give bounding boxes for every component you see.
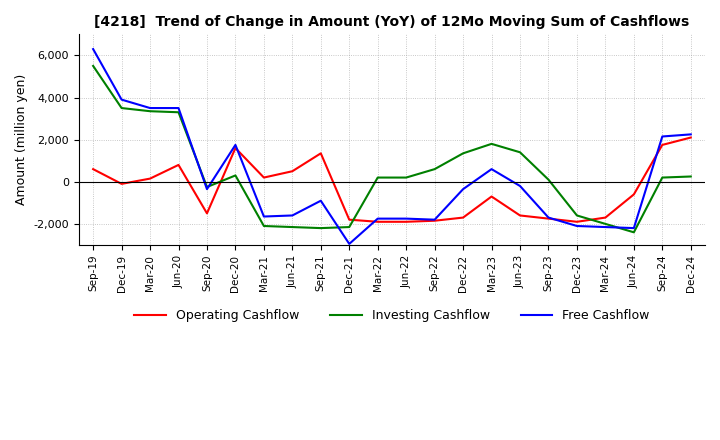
- Investing Cashflow: [117, 106, 126, 111]
- Free Cashflow: [345, 241, 354, 246]
- Investing Cashflow: [572, 213, 581, 218]
- Investing Cashflow: [260, 224, 269, 229]
- Investing Cashflow: [629, 230, 638, 235]
- Investing Cashflow: [145, 109, 154, 114]
- Free Cashflow: [260, 214, 269, 219]
- Investing Cashflow: [288, 224, 297, 230]
- Free Cashflow: [572, 224, 581, 229]
- Free Cashflow: [288, 213, 297, 218]
- Investing Cashflow: [202, 184, 211, 190]
- Investing Cashflow: [174, 110, 183, 115]
- Operating Cashflow: [572, 219, 581, 224]
- Operating Cashflow: [345, 217, 354, 222]
- Operating Cashflow: [231, 146, 240, 151]
- Free Cashflow: [516, 183, 524, 189]
- Free Cashflow: [629, 225, 638, 231]
- Operating Cashflow: [117, 181, 126, 187]
- Operating Cashflow: [374, 219, 382, 224]
- Investing Cashflow: [89, 63, 97, 69]
- Free Cashflow: [686, 132, 695, 137]
- Free Cashflow: [402, 216, 410, 221]
- Free Cashflow: [145, 106, 154, 111]
- Investing Cashflow: [516, 150, 524, 155]
- Operating Cashflow: [202, 211, 211, 216]
- Operating Cashflow: [516, 213, 524, 218]
- Free Cashflow: [658, 134, 667, 139]
- Free Cashflow: [544, 215, 553, 220]
- Investing Cashflow: [431, 166, 439, 172]
- Operating Cashflow: [260, 175, 269, 180]
- Free Cashflow: [202, 187, 211, 192]
- Operating Cashflow: [686, 135, 695, 140]
- Y-axis label: Amount (million yen): Amount (million yen): [15, 74, 28, 205]
- Operating Cashflow: [174, 162, 183, 168]
- Operating Cashflow: [487, 194, 496, 199]
- Free Cashflow: [117, 97, 126, 102]
- Investing Cashflow: [345, 224, 354, 230]
- Free Cashflow: [459, 187, 467, 192]
- Operating Cashflow: [145, 176, 154, 181]
- Investing Cashflow: [686, 174, 695, 179]
- Line: Free Cashflow: Free Cashflow: [93, 49, 690, 244]
- Investing Cashflow: [374, 175, 382, 180]
- Operating Cashflow: [459, 215, 467, 220]
- Investing Cashflow: [544, 177, 553, 182]
- Operating Cashflow: [402, 219, 410, 224]
- Investing Cashflow: [459, 150, 467, 156]
- Operating Cashflow: [288, 169, 297, 174]
- Free Cashflow: [317, 198, 325, 203]
- Investing Cashflow: [402, 175, 410, 180]
- Free Cashflow: [431, 217, 439, 222]
- Operating Cashflow: [544, 216, 553, 221]
- Line: Investing Cashflow: Investing Cashflow: [93, 66, 690, 232]
- Investing Cashflow: [231, 173, 240, 178]
- Operating Cashflow: [629, 192, 638, 197]
- Operating Cashflow: [431, 218, 439, 224]
- Investing Cashflow: [601, 221, 610, 227]
- Free Cashflow: [174, 106, 183, 111]
- Title: [4218]  Trend of Change in Amount (YoY) of 12Mo Moving Sum of Cashflows: [4218] Trend of Change in Amount (YoY) o…: [94, 15, 690, 29]
- Legend: Operating Cashflow, Investing Cashflow, Free Cashflow: Operating Cashflow, Investing Cashflow, …: [130, 304, 654, 327]
- Line: Operating Cashflow: Operating Cashflow: [93, 138, 690, 222]
- Investing Cashflow: [658, 175, 667, 180]
- Investing Cashflow: [317, 225, 325, 231]
- Free Cashflow: [487, 166, 496, 172]
- Free Cashflow: [89, 47, 97, 52]
- Free Cashflow: [231, 142, 240, 147]
- Operating Cashflow: [89, 166, 97, 172]
- Free Cashflow: [374, 216, 382, 221]
- Free Cashflow: [601, 224, 610, 230]
- Operating Cashflow: [658, 142, 667, 147]
- Operating Cashflow: [601, 215, 610, 220]
- Operating Cashflow: [317, 150, 325, 156]
- Investing Cashflow: [487, 141, 496, 147]
